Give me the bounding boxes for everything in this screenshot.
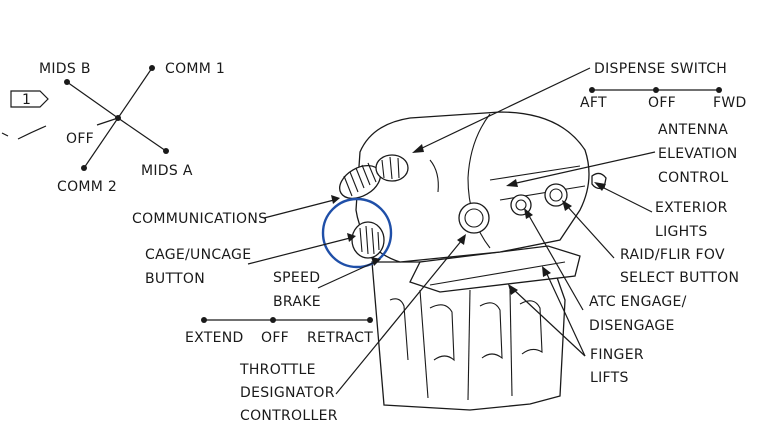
mids-b-dot	[64, 79, 70, 85]
comm-2-label: COMM 2	[57, 179, 117, 195]
off-label-selector: OFF	[66, 131, 94, 147]
cage-label-1: CAGE/UNCAGE	[145, 247, 251, 263]
extend-label: EXTEND	[185, 330, 244, 346]
exterior-label-1: EXTERIOR	[655, 200, 728, 216]
antenna-label-3: CONTROL	[658, 170, 728, 186]
speed-brake-label-1: SPEED	[273, 270, 320, 286]
cage-label-2: BUTTON	[145, 271, 205, 287]
communications-label: COMMUNICATIONS	[132, 211, 267, 227]
communications-switch	[339, 154, 409, 200]
aft-label: AFT	[580, 95, 607, 111]
tdc-label-3: CONTROLLER	[240, 408, 338, 424]
exterior-label-2: LIGHTS	[655, 224, 708, 240]
mids-b-label: MIDS B	[39, 61, 91, 77]
atc-label-2: DISENGAGE	[589, 318, 675, 334]
dispense-switch-label: DISPENSE SWITCH	[594, 61, 727, 77]
raid-flir-button	[544, 183, 568, 207]
leader-lines	[247, 67, 656, 395]
finger-lifts-label-1: FINGER	[590, 347, 644, 363]
off-label-dispense: OFF	[648, 95, 676, 111]
comm-2-dot	[81, 165, 87, 171]
atc-label-1: ATC ENGAGE/	[589, 294, 687, 310]
cage-uncage-button	[351, 221, 385, 259]
mids-a-dot	[163, 148, 169, 154]
speed-brake-scale	[201, 317, 373, 323]
speed-brake-label-2: BRAKE	[273, 294, 321, 310]
retract-label: RETRACT	[307, 330, 373, 346]
dispense-scale	[589, 87, 722, 93]
tdc-label-2: DESIGNATOR	[240, 385, 335, 401]
mids-a-label: MIDS A	[141, 163, 193, 179]
partial-arc	[17, 125, 47, 140]
comm-1-dot	[149, 65, 155, 71]
raid-label-1: RAID/FLIR FOV	[620, 247, 725, 263]
tdc-knob	[458, 202, 490, 234]
highlight-circle	[321, 197, 393, 269]
callout-flag: 1	[10, 90, 49, 108]
raid-label-2: SELECT BUTTON	[620, 270, 739, 286]
fwd-label: FWD	[713, 95, 747, 111]
antenna-label-2: ELEVATION	[658, 146, 738, 162]
tdc-label-1: THROTTLE	[239, 362, 316, 378]
callout-number: 1	[22, 92, 31, 108]
comm-selector	[64, 65, 169, 171]
off-label-speed: OFF	[261, 330, 289, 346]
selector-pivot-dot	[115, 115, 121, 121]
finger-lifts-label-2: LIFTS	[590, 370, 629, 386]
antenna-label-1: ANTENNA	[658, 122, 728, 138]
comm-1-label: COMM 1	[165, 61, 225, 77]
